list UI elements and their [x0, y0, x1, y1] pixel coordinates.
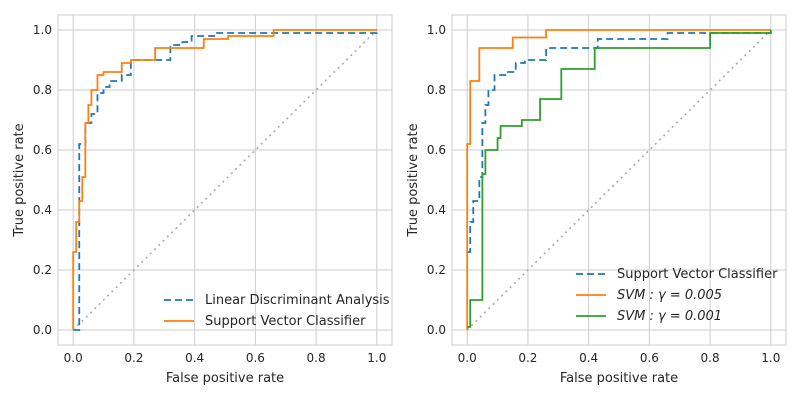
x-tick-label: 0.4 — [185, 351, 204, 365]
plot-area — [452, 15, 786, 345]
plot-frame — [57, 14, 393, 346]
roc-curve-1 — [73, 30, 378, 331]
chance-diagonal — [466, 29, 772, 331]
legend-label: Support Vector Classifier — [205, 314, 366, 329]
y-axis-label: True positive rate — [406, 123, 421, 237]
x-tick-label: 0.4 — [579, 351, 598, 365]
x-tick-label: 0.6 — [246, 351, 265, 365]
x-tick-labels: 0.0 0.2 0.4 0.6 0.8 1.0 — [64, 351, 387, 365]
x-tick-label: 0.0 — [64, 351, 83, 365]
legend-label: Support Vector Classifier — [617, 267, 778, 282]
chance-line — [72, 29, 378, 331]
roc-curves — [72, 29, 378, 331]
legend-label: Linear Discriminant Analysis — [205, 293, 390, 308]
y-tick-label: 0.0 — [33, 323, 52, 337]
y-tick-label: 0.6 — [33, 143, 52, 157]
y-tick-label: 0.2 — [427, 263, 446, 277]
grid-lines — [58, 15, 392, 345]
y-axis-label: True positive rate — [12, 123, 27, 237]
x-tick-label: 0.0 — [458, 351, 477, 365]
y-tick-label: 0.8 — [33, 83, 52, 97]
roc-curve-3 — [467, 30, 772, 328]
chance-line — [466, 29, 772, 331]
legend-label: SVM : γ = 0.001 — [617, 309, 722, 324]
y-tick-label: 0.4 — [33, 203, 52, 217]
x-tick-label: 1.0 — [761, 351, 780, 365]
x-tick-label: 0.8 — [701, 351, 720, 365]
y-tick-label: 0.2 — [33, 263, 52, 277]
x-tick-label: 0.2 — [124, 351, 143, 365]
roc-panel-right: 0.0 0.2 0.4 0.6 0.8 1.0 0.0 0.2 0.4 0.6 0.8 1.0 Fa… — [406, 14, 787, 386]
plot-area — [58, 15, 392, 345]
legend-label: SVM : γ = 0.005 — [617, 288, 722, 303]
y-tick-label: 0.4 — [427, 203, 446, 217]
roc-curve-2 — [466, 29, 771, 330]
y-tick-label: 1.0 — [427, 23, 446, 37]
legend: Support Vector Classifier SVM : γ = 0.005… — [576, 267, 778, 324]
y-tick-label: 0.8 — [427, 83, 446, 97]
y-tick-label: 1.0 — [33, 23, 52, 37]
legend: Linear Discriminant Analysis Support Vect… — [164, 293, 390, 329]
roc-panel-left: 0.0 0.2 0.4 0.6 0.8 1.0 0.0 0.2 0.4 0.6 0.8 1.0 Fa… — [12, 14, 393, 386]
chance-diagonal — [72, 29, 378, 331]
y-tick-label: 0.6 — [427, 143, 446, 157]
y-tick-label: 0.0 — [427, 323, 446, 337]
x-axis-label: False positive rate — [560, 371, 678, 386]
y-tick-labels: 0.0 0.2 0.4 0.6 0.8 1.0 — [427, 23, 446, 337]
x-tick-label: 0.2 — [518, 351, 537, 365]
x-tick-label: 0.6 — [640, 351, 659, 365]
plot-frame — [451, 14, 787, 346]
x-tick-labels: 0.0 0.2 0.4 0.6 0.8 1.0 — [458, 351, 781, 365]
roc-curve-2 — [72, 29, 377, 330]
roc-curve-1 — [467, 30, 772, 253]
x-tick-label: 1.0 — [367, 351, 386, 365]
y-tick-labels: 0.0 0.2 0.4 0.6 0.8 1.0 — [33, 23, 52, 337]
x-axis-label: False positive rate — [166, 371, 284, 386]
roc-curves — [466, 29, 772, 330]
x-tick-label: 0.8 — [307, 351, 326, 365]
